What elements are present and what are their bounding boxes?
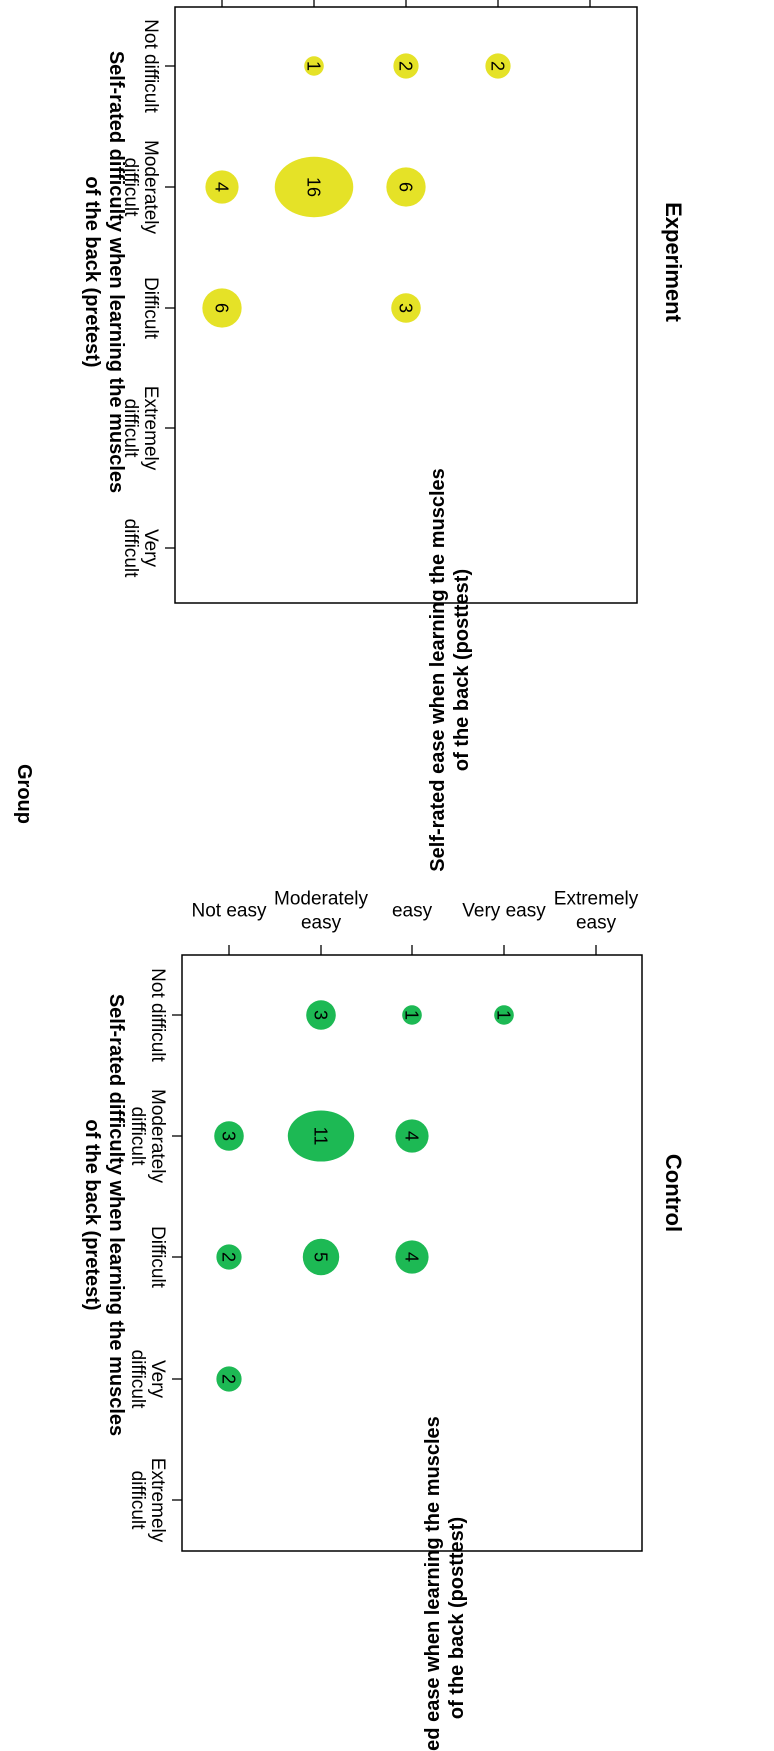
control-y-axis-title: Self-rated ease when learning the muscle…	[422, 1416, 468, 1751]
control-y-tick-label-extremely-easy-line1: Extremely	[554, 889, 639, 910]
experiment-bubble-difficult-not-easy-label: 6	[212, 303, 232, 313]
experiment-bubble-moderately-difficult-easy	[386, 167, 426, 207]
experiment-x-tick-label-extremely-difficult-line1: Extremely	[140, 386, 161, 471]
control-bubble-very-difficult-not-easy	[216, 1366, 242, 1392]
experiment-panel-title: Experiment	[661, 202, 686, 322]
experiment-bubble-not-difficult-easy-label: 2	[396, 61, 416, 71]
control-y-tick-label-extremely-easy-line2: easy	[576, 913, 617, 934]
experiment-x-tick-label-not-difficult: Not difficult	[140, 19, 161, 113]
control-x-tick-label-not-difficult: Not difficult	[147, 968, 168, 1062]
control-bubble-difficult-not-easy-label: 2	[219, 1252, 239, 1262]
control-bubble-moderately-difficult-moderately-easy-label: 11	[311, 1127, 331, 1146]
control-x-tick-label-very-difficult-line1: Very	[147, 1360, 168, 1399]
control-x-tick-label-moderately-difficult-line1: Moderately	[147, 1089, 168, 1183]
experiment-y-axis-title: Self-rated ease when learning the muscle…	[427, 468, 473, 871]
control-y-tick-label-not-easy: Not easy	[192, 901, 267, 922]
experiment-x-axis-title-line1: Self-rated difficulty when learning the …	[105, 51, 127, 493]
control-y-tick-label-easy: easy	[392, 901, 433, 922]
control-x-tick-label-very-difficult-line2: difficult	[127, 1350, 148, 1410]
experiment-bubble-moderately-difficult-moderately-easy-label: 16	[304, 177, 324, 197]
experiment-x-tick-label-moderately-difficult-line2: difficult	[120, 158, 141, 218]
group-title: Group	[13, 764, 35, 824]
experiment-x-tick-label-moderately-difficult-line1: Moderately	[140, 140, 161, 234]
experiment-y-axis-title-line2: of the back (posttest)	[451, 569, 473, 771]
control-y-axis-title-line1: Self-rated ease when learning the muscle…	[422, 1416, 444, 1751]
control-bubble-moderately-difficult-not-easy	[214, 1121, 244, 1151]
control-bubble-difficult-easy	[395, 1240, 429, 1274]
control-x-tick-label-difficult: Difficult	[147, 1226, 168, 1289]
control-bubble-difficult-not-easy	[216, 1244, 242, 1270]
control-y-tick-label-moderately-easy-line2: easy	[301, 913, 342, 934]
control-panel: Control Self-rated difficulty when learn…	[81, 889, 686, 1751]
control-bubble-not-difficult-easy	[402, 1005, 422, 1025]
control-y-axis-title-line2: of the back (posttest)	[446, 1517, 468, 1719]
control-x-tick-label-extremely-difficult-line2: difficult	[127, 1471, 148, 1531]
experiment-bubble-difficult-easy	[391, 293, 421, 323]
experiment-bubble-difficult-easy-label: 3	[396, 303, 416, 313]
experiment-x-tick-label-extremely-difficult-line2: difficult	[120, 399, 141, 459]
control-x-axis-title-line2: of the back (pretest)	[81, 1119, 103, 1310]
control-y-tick-label-very-easy: Very easy	[462, 901, 546, 922]
control-bubble-moderately-difficult-not-easy-label: 3	[219, 1131, 239, 1141]
control-bubble-difficult-easy-label: 4	[402, 1252, 422, 1262]
control-bubble-not-difficult-moderately-easy	[306, 1000, 336, 1030]
experiment-bubble-moderately-difficult-not-easy	[205, 170, 239, 204]
experiment-bubble-not-difficult-moderately-easy-label: 1	[304, 61, 324, 71]
experiment-bubble-not-difficult-moderately-easy	[304, 56, 324, 76]
control-y-tick-label-moderately-easy-line1: Moderately	[274, 889, 368, 910]
control-bubble-not-difficult-easy-label: 1	[402, 1010, 422, 1020]
control-x-tick-label-extremely-difficult-line1: Extremely	[147, 1458, 168, 1543]
experiment-x-tick-label-very-difficult-line2: difficult	[120, 519, 141, 579]
control-bubble-difficult-moderately-easy-label: 5	[311, 1252, 331, 1262]
experiment-bubble-moderately-difficult-moderately-easy	[274, 156, 354, 218]
experiment-bubble-not-difficult-very-easy-label: 2	[488, 61, 508, 71]
control-bubble-moderately-difficult-easy-label: 4	[402, 1131, 422, 1141]
control-x-tick-label-moderately-difficult-line2: difficult	[127, 1107, 148, 1167]
experiment-x-tick-label-very-difficult-line1: Very	[140, 529, 161, 568]
control-bubble-very-difficult-not-easy-label: 2	[219, 1374, 239, 1384]
control-bubble-not-difficult-moderately-easy-label: 3	[311, 1010, 331, 1020]
experiment-x-tick-label-difficult: Difficult	[140, 277, 161, 340]
experiment-bubble-not-difficult-easy	[393, 53, 419, 79]
experiment-y-axis-title-line1: Self-rated ease when learning the muscle…	[427, 468, 449, 871]
control-bubble-moderately-difficult-moderately-easy	[287, 1110, 355, 1162]
control-panel-title: Control	[661, 1154, 686, 1232]
experiment-panel: Experiment Self-rated difficulty when le…	[81, 0, 686, 872]
experiment-bubble-moderately-difficult-easy-label: 6	[396, 182, 416, 192]
experiment-bubble-not-difficult-very-easy	[485, 53, 511, 79]
control-bubble-not-difficult-very-easy	[494, 1005, 514, 1025]
control-bubble-moderately-difficult-easy	[395, 1119, 429, 1153]
control-bubble-not-difficult-very-easy-label: 1	[494, 1010, 514, 1020]
control-x-axis-title-line1: Self-rated difficulty when learning the …	[105, 994, 127, 1436]
experiment-bubble-difficult-not-easy	[202, 288, 242, 328]
experiment-bubble-moderately-difficult-not-easy-label: 4	[212, 182, 232, 192]
experiment-x-axis-title-line2: of the back (pretest)	[81, 176, 103, 367]
control-bubble-difficult-moderately-easy	[302, 1238, 340, 1276]
